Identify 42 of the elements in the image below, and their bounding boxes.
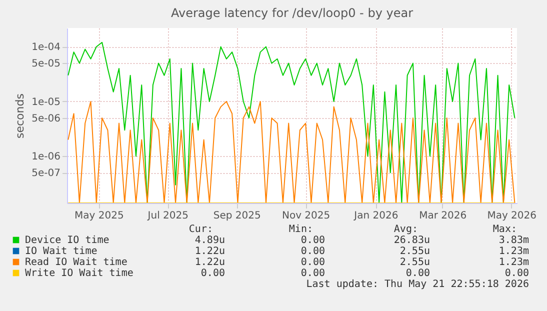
x-tick-label: Nov 2025 [282,210,330,222]
text: 0.00 [300,257,325,268]
text: Cur: [188,224,213,235]
text: 1.22u [194,246,225,257]
y-tick-label: 1e-05 [32,97,60,108]
y-tick-label: 5e-07 [32,168,60,180]
x-tick-label: Jan 2026 [353,210,398,222]
line-series [68,42,516,203]
text: 4.89u [194,235,225,246]
text: 2.55u [400,246,430,257]
x-tick-label: Mar 2026 [419,210,467,222]
text: Max: [492,224,517,235]
y-tick-label: 1e-04 [32,42,60,54]
x-tick-label: May 2026 [487,210,537,222]
text: 1.23m [498,246,529,257]
y-tick-label: 1e-06 [32,152,60,163]
line-series [68,101,516,203]
text: 0.00 [504,268,529,279]
legend-label: Read IO Wait time [25,257,128,268]
x-tick-label: Sep 2025 [213,210,261,222]
text: 1.22u [194,257,225,268]
text: 0.00 [200,268,225,279]
text: 0.00 [406,268,430,279]
y-tick-label: 5e-06 [32,113,60,124]
legend-label: Device IO time [25,235,110,246]
legend-label: IO Wait time [25,246,98,257]
chart-title: Average latency for /dev/loop0 - by year [170,6,414,20]
text: Last update: Thu May 21 22:55:18 2026 [306,279,529,290]
text: 0.00 [300,268,325,279]
text: 0.00 [300,246,325,257]
y-tick-label: 5e-05 [32,58,60,70]
x-tick-label: Jul 2025 [146,210,188,222]
legend-label: Write IO Wait time [25,268,134,279]
text: 26.83u [394,235,430,246]
text: 0.00 [300,235,325,246]
text: Min: [288,224,313,235]
x-tick-label: May 2025 [74,210,124,222]
y-axis-title: seconds [14,93,27,138]
text: Avg: [394,224,418,235]
text: 3.83m [498,235,529,246]
text: 2.55u [400,257,430,268]
text: 1.23m [498,257,529,268]
